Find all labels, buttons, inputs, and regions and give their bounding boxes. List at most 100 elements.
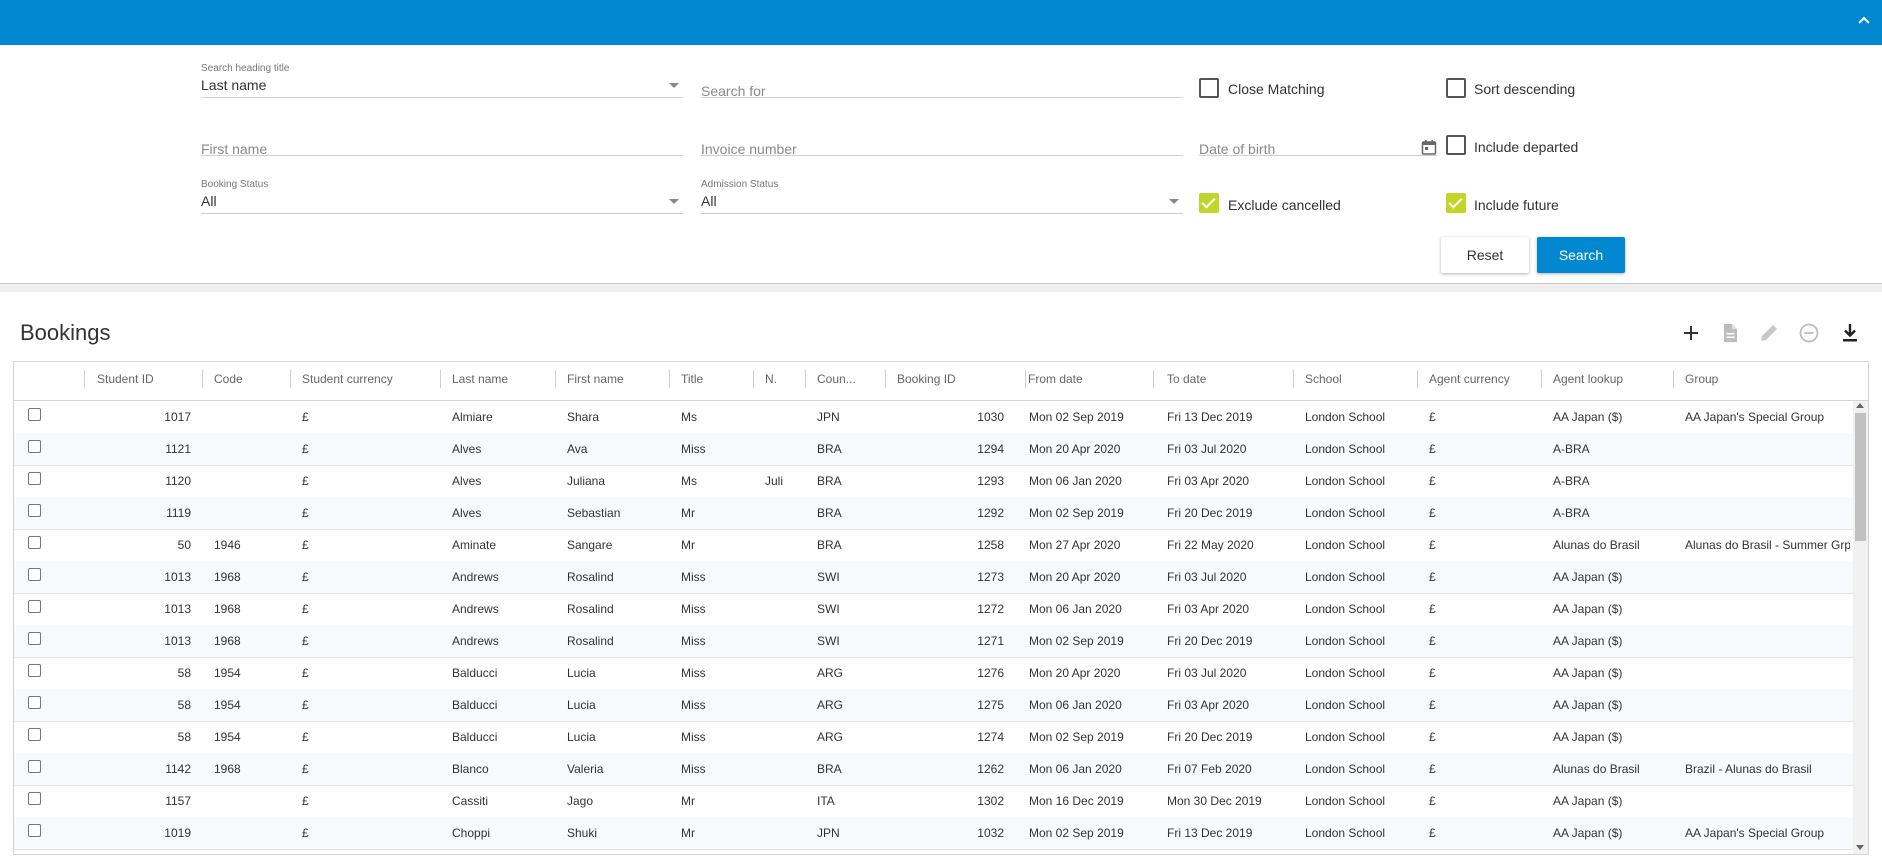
cell-school: London School bbox=[1305, 762, 1386, 776]
vertical-scrollbar[interactable] bbox=[1853, 401, 1868, 854]
row-checkbox[interactable] bbox=[28, 472, 41, 485]
column-resize-handle[interactable] bbox=[669, 370, 670, 388]
cell-student-currency: £ bbox=[302, 442, 309, 456]
column-header-title[interactable]: Title bbox=[681, 372, 704, 386]
column-header-nickname[interactable]: N. bbox=[765, 372, 777, 386]
cell-booking-id: 1293 bbox=[977, 474, 1004, 488]
admission-status-select[interactable]: Admission Status All bbox=[701, 177, 1183, 214]
column-header-agent-currency[interactable]: Agent currency bbox=[1429, 372, 1510, 386]
table-row[interactable]: 58 1954 £ Balducci Lucia Miss ARG 1274 Mon 02 Se… bbox=[14, 721, 1854, 754]
column-resize-handle[interactable] bbox=[84, 370, 85, 388]
chevron-up-icon[interactable] bbox=[1852, 10, 1876, 34]
column-header-first-name[interactable]: First name bbox=[567, 372, 624, 386]
row-checkbox[interactable] bbox=[28, 440, 41, 453]
include-future-label: Include future bbox=[1474, 197, 1559, 213]
document-icon[interactable] bbox=[1718, 321, 1742, 345]
reset-button[interactable]: Reset bbox=[1441, 237, 1529, 273]
booking-status-select[interactable]: Booking Status All bbox=[201, 177, 683, 214]
table-row[interactable]: 1120 £ Alves Juliana Ms Juli BRA 1293 Mon 06 Jan… bbox=[14, 465, 1854, 498]
search-for-input[interactable]: Search for bbox=[701, 61, 1183, 99]
table-row[interactable]: 1013 1968 £ Andrews Rosalind Miss SWI 1272 Mon 0… bbox=[14, 593, 1854, 626]
column-resize-handle[interactable] bbox=[1293, 370, 1294, 388]
table-row[interactable]: 58 1954 £ Balducci Lucia Miss ARG 1276 Mon 20 Ap… bbox=[14, 657, 1854, 690]
row-checkbox[interactable] bbox=[28, 504, 41, 517]
cell-agent-currency: £ bbox=[1429, 634, 1436, 648]
column-header-student-currency[interactable]: Student currency bbox=[302, 372, 393, 386]
first-name-input[interactable]: First name bbox=[201, 119, 683, 157]
column-header-code[interactable]: Code bbox=[214, 372, 243, 386]
row-checkbox[interactable] bbox=[28, 760, 41, 773]
close-matching-checkbox[interactable] bbox=[1199, 78, 1219, 98]
column-header-school[interactable]: School bbox=[1305, 372, 1342, 386]
table-row[interactable]: 1121 £ Alves Ava Miss BRA 1294 Mon 20 Apr 2020 F… bbox=[14, 433, 1854, 466]
scroll-down-icon[interactable] bbox=[1856, 845, 1864, 850]
column-resize-handle[interactable] bbox=[555, 370, 556, 388]
include-departed-checkbox[interactable] bbox=[1446, 135, 1466, 155]
cell-country: ARG bbox=[817, 698, 844, 712]
column-resize-handle[interactable] bbox=[202, 370, 203, 388]
table-row[interactable]: 1013 1968 £ Andrews Rosalind Miss SWI 1271 Mon 0… bbox=[14, 625, 1854, 658]
column-resize-handle[interactable] bbox=[1153, 370, 1154, 388]
row-checkbox[interactable] bbox=[28, 600, 41, 613]
table-row[interactable]: 58 1954 £ Balducci Lucia Miss ARG 1275 Mon 06 Ja… bbox=[14, 689, 1854, 722]
top-bar bbox=[0, 0, 1882, 45]
row-checkbox[interactable] bbox=[28, 792, 41, 805]
row-checkbox[interactable] bbox=[28, 824, 41, 837]
date-of-birth-input[interactable]: Date of birth bbox=[1199, 119, 1437, 157]
column-resize-handle[interactable] bbox=[1417, 370, 1418, 388]
admission-status-label: Admission Status bbox=[701, 179, 779, 190]
column-resize-handle[interactable] bbox=[805, 370, 806, 388]
scroll-up-icon[interactable] bbox=[1856, 403, 1864, 408]
cell-country: ARG bbox=[817, 666, 844, 680]
column-resize-handle[interactable] bbox=[290, 370, 291, 388]
row-checkbox[interactable] bbox=[28, 568, 41, 581]
invoice-number-input[interactable]: Invoice number bbox=[701, 119, 1183, 157]
row-checkbox[interactable] bbox=[28, 696, 41, 709]
column-header-booking-id[interactable]: Booking ID bbox=[897, 372, 956, 386]
column-resize-handle[interactable] bbox=[1025, 370, 1026, 388]
cell-nickname: Juli bbox=[765, 474, 784, 488]
column-resize-handle[interactable] bbox=[1673, 370, 1674, 388]
column-header-to-date[interactable]: To date bbox=[1167, 372, 1207, 386]
search-button[interactable]: Search bbox=[1537, 237, 1625, 273]
include-future-checkbox[interactable] bbox=[1446, 193, 1466, 213]
search-heading-select[interactable]: Search heading title Last name bbox=[201, 61, 683, 98]
column-header-last-name[interactable]: Last name bbox=[452, 372, 509, 386]
column-header-from-date[interactable]: From date bbox=[1028, 372, 1083, 386]
row-checkbox[interactable] bbox=[28, 536, 41, 549]
cell-student-id: 1142 bbox=[165, 762, 191, 776]
table-row[interactable]: 1157 £ Cassiti Jago Mr ITA 1302 Mon 16 Dec 2019… bbox=[14, 785, 1854, 818]
row-checkbox[interactable] bbox=[28, 728, 41, 741]
row-checkbox[interactable] bbox=[28, 408, 41, 421]
scrollbar-thumb[interactable] bbox=[1855, 413, 1866, 541]
column-header-group[interactable]: Group bbox=[1685, 372, 1719, 386]
remove-icon[interactable] bbox=[1797, 321, 1821, 345]
download-icon[interactable] bbox=[1838, 321, 1862, 345]
table-row[interactable]: 1142 1968 £ Blanco Valeria Miss BRA 1262 Mon 06 … bbox=[14, 753, 1854, 786]
row-checkbox[interactable] bbox=[28, 664, 41, 677]
table-row[interactable]: 1017 £ Almiare Shara Ms JPN 1030 Mon 02 Sep 201… bbox=[14, 401, 1854, 434]
column-resize-handle[interactable] bbox=[753, 370, 754, 388]
edit-icon[interactable] bbox=[1757, 321, 1781, 345]
column-header-student-id[interactable]: Student ID bbox=[97, 372, 154, 386]
column-resize-handle[interactable] bbox=[1541, 370, 1542, 388]
table-row[interactable]: 1013 1968 £ Andrews Rosalind Miss SWI 1273 Mon 2… bbox=[14, 561, 1854, 594]
table-row[interactable]: 50 1946 £ Aminate Sangare Mr BRA 1258 Mon 27 Apr… bbox=[14, 529, 1854, 562]
cell-agent-currency: £ bbox=[1429, 762, 1436, 776]
page-title: Bookings bbox=[20, 320, 111, 345]
column-header-country[interactable]: Coun... bbox=[817, 372, 856, 386]
column-header-agent-lookup[interactable]: Agent lookup bbox=[1553, 372, 1624, 386]
cell-country: BRA bbox=[817, 762, 842, 776]
cell-booking-id: 1273 bbox=[977, 570, 1004, 584]
cell-school: London School bbox=[1305, 698, 1386, 712]
column-resize-handle[interactable] bbox=[440, 370, 441, 388]
column-resize-handle[interactable] bbox=[885, 370, 886, 388]
table-row[interactable]: 1119 £ Alves Sebastian Mr BRA 1292 Mon 02 Sep 2… bbox=[14, 497, 1854, 530]
row-checkbox[interactable] bbox=[28, 632, 41, 645]
table-row[interactable]: 1019 £ Choppi Shuki Mr JPN 1032 Mon 02 Sep 2019… bbox=[14, 817, 1854, 850]
add-icon[interactable] bbox=[1679, 321, 1703, 345]
calendar-icon[interactable] bbox=[1421, 139, 1437, 155]
cell-last-name: Andrews bbox=[452, 634, 499, 648]
sort-descending-checkbox[interactable] bbox=[1446, 78, 1466, 98]
exclude-cancelled-checkbox[interactable] bbox=[1199, 193, 1219, 213]
